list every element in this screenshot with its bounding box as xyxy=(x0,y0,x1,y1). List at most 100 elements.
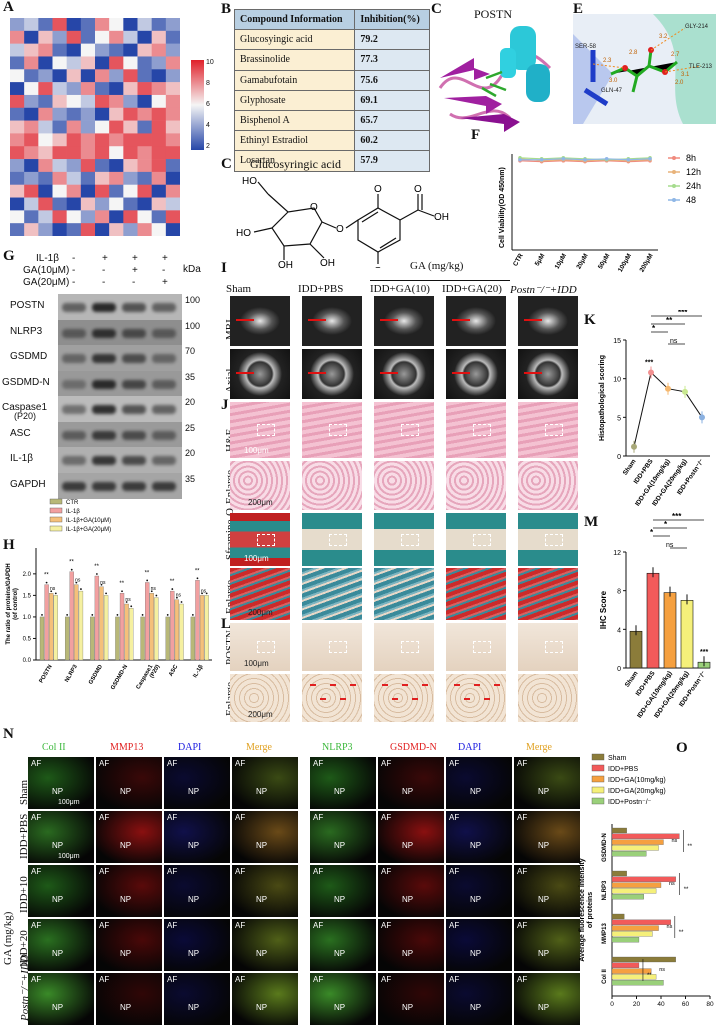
zoom-box xyxy=(257,641,275,653)
significance-mark: ** xyxy=(170,579,175,585)
heatmap-cell xyxy=(10,69,25,83)
heatmap-cell xyxy=(24,146,39,160)
heatmap-cell xyxy=(38,94,53,109)
heatmap-cell xyxy=(109,94,124,109)
heatmap-cell xyxy=(80,30,96,44)
heatmap-cell xyxy=(80,210,96,224)
channel-header: GSDMD-N xyxy=(390,742,437,753)
bar xyxy=(611,956,676,963)
heatmap-cell xyxy=(95,210,110,224)
bar xyxy=(165,616,170,661)
heatmap-cell xyxy=(151,120,167,134)
heatmap-cell xyxy=(10,56,25,70)
tag-np: NP xyxy=(52,841,64,850)
zoom-box xyxy=(545,641,563,653)
heatmap-cell xyxy=(123,146,138,160)
heatmap-cell xyxy=(123,120,138,134)
heatmap-cell xyxy=(24,107,39,121)
image-tile xyxy=(302,461,362,510)
data-dot xyxy=(150,590,153,593)
bar xyxy=(611,827,627,834)
blot-band xyxy=(92,405,116,414)
blot-band xyxy=(122,430,146,440)
heatmap-cell xyxy=(66,210,82,224)
heatmap-cell xyxy=(95,82,110,96)
data-dot xyxy=(155,594,158,597)
significance-mark: ns xyxy=(75,578,81,584)
blot-band xyxy=(92,379,116,389)
postn-protein-ribbon xyxy=(438,26,552,132)
condition-sign: - xyxy=(102,277,106,288)
data-dot xyxy=(130,605,133,608)
scale-bar-label: 100μm xyxy=(58,799,80,806)
heatmap-cell xyxy=(137,184,152,198)
tag-np: NP xyxy=(188,949,200,958)
heatmap-cell xyxy=(165,82,180,96)
heatmap-cell xyxy=(151,159,167,173)
tag-np: NP xyxy=(188,787,200,796)
heatmap-cell xyxy=(95,18,110,32)
legend-label: 12h xyxy=(686,167,701,177)
heatmap-cell xyxy=(10,171,25,186)
legend-marker xyxy=(672,184,676,188)
distance-label: 2.8 xyxy=(629,50,638,56)
y-tick-label: 12 xyxy=(613,550,621,557)
legend-label: IDD+GA(20mg/kg) xyxy=(608,788,666,795)
blot-band xyxy=(62,456,86,465)
y-tick-label: 1.0 xyxy=(23,615,32,621)
significance-mark: *** xyxy=(645,359,653,366)
legend-label: IL-1β+GA(20μM) xyxy=(66,527,111,533)
x-tick-label: 10μM xyxy=(554,253,568,271)
panel-letter-o: O xyxy=(676,740,688,756)
heatmap-cell xyxy=(24,133,39,147)
image-tile xyxy=(446,461,506,510)
significance-mark: * xyxy=(650,528,654,537)
data-dot xyxy=(45,581,48,584)
y-axis-label: Histopathological scoring xyxy=(599,355,606,441)
fluorescence-intensity-chart: Sham IDD+PBS IDD+GA(10mg/kg) IDD+GA(20mg/kg… xyxy=(579,753,714,1008)
data-point xyxy=(604,157,609,161)
heatmap-cell xyxy=(80,184,96,198)
y-axis-label: IHC Score xyxy=(599,590,608,629)
y-tick-label: GSDMD-N xyxy=(602,833,608,862)
tag-af: AF xyxy=(167,921,178,930)
atom-o-methoxy-bottom: O xyxy=(374,266,382,268)
tag-np: NP xyxy=(52,1003,64,1012)
x-tick-label: Sham xyxy=(622,458,638,477)
bar xyxy=(611,851,647,857)
heatmap-cell xyxy=(38,197,53,211)
table-header-compound: Compound Information xyxy=(233,8,356,31)
image-tile xyxy=(374,674,434,722)
heatmap-cell xyxy=(109,159,124,173)
heatmap-cell xyxy=(38,120,53,134)
legend-swatch xyxy=(49,507,63,514)
heatmap-cell xyxy=(52,223,67,236)
fluorescence-tile: AF NP xyxy=(446,811,512,863)
data-point xyxy=(583,157,587,162)
heatmap-cell xyxy=(52,30,67,44)
heatmap-cell xyxy=(95,94,110,109)
tag-np: NP xyxy=(334,895,346,904)
zoom-box xyxy=(401,533,419,546)
data-point xyxy=(631,443,637,450)
blot-band xyxy=(92,456,116,465)
image-tile xyxy=(374,513,434,566)
y-tick-label: MMP13 xyxy=(602,923,608,944)
heatmap-cell xyxy=(52,197,67,211)
tag-np: NP xyxy=(334,1003,346,1012)
significance-mark: ns xyxy=(670,338,678,345)
channel-header: Merge xyxy=(526,742,552,753)
heatmap-cell xyxy=(123,197,138,211)
inhibition-value: 57.9 xyxy=(354,150,430,172)
protein-label: ASC xyxy=(10,427,31,439)
bar xyxy=(49,593,54,661)
image-tile xyxy=(230,296,290,346)
fluorescence-tile: AF NP 100μm xyxy=(28,811,94,863)
data-dot xyxy=(125,601,128,603)
heatmap-cell xyxy=(66,133,82,147)
tag-np: NP xyxy=(120,787,132,796)
significance-mark: ** xyxy=(679,930,684,936)
y-tick-label: 0.5 xyxy=(23,636,32,642)
x-tick-label: 5μM xyxy=(534,253,547,268)
tag-af: AF xyxy=(313,813,324,822)
